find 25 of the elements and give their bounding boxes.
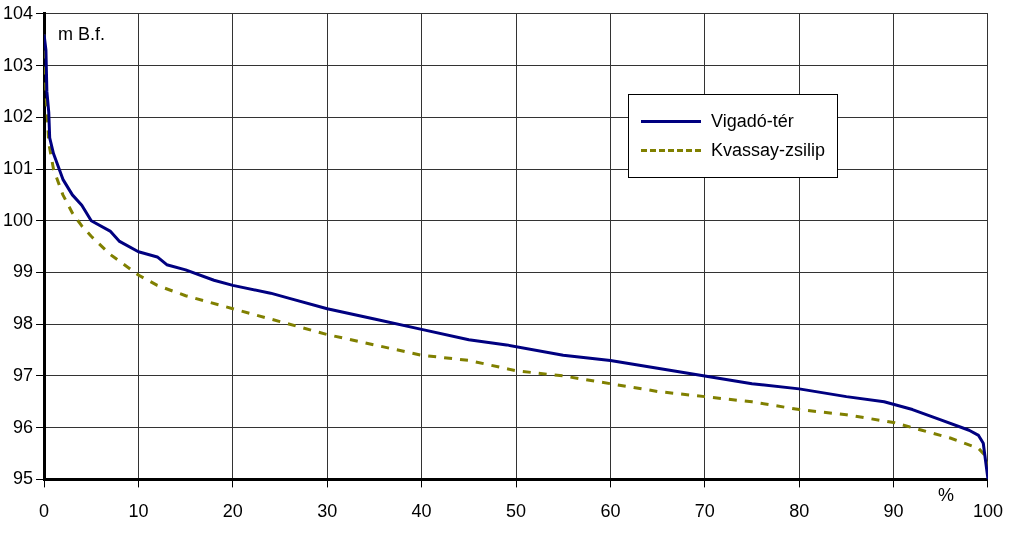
legend-label: Kvassay-zsilip (710, 139, 825, 161)
y-tick-label: 101 (2, 157, 34, 178)
x-tick-label: 40 (411, 501, 432, 522)
y-tick-label: 100 (2, 209, 34, 230)
x-tick-label: 50 (505, 501, 527, 522)
x-tick-label: 60 (600, 501, 621, 522)
x-axis-title: % (937, 485, 954, 507)
y-axis-title: m B.f. (58, 23, 106, 45)
x-tick-label: 30 (317, 501, 338, 522)
y-tick-label: 96 (13, 416, 34, 437)
y-tick-label: 102 (2, 106, 34, 127)
x-tick-label: 20 (222, 501, 243, 522)
y-tick-label: 99 (13, 261, 34, 282)
y-tick-label: 103 (2, 54, 34, 75)
x-tick-label: 70 (694, 501, 715, 522)
x-tick-label: 0 (39, 501, 50, 522)
y-tick-label: 104 (2, 2, 34, 23)
legend-label: Vigadó-tér (710, 110, 794, 132)
y-tick-label: 97 (13, 364, 34, 385)
x-tick-label: 80 (789, 501, 810, 522)
x-tick-label: 90 (883, 501, 904, 522)
y-tick-label: 98 (13, 313, 34, 334)
x-tick-label: 100 (972, 501, 1004, 522)
y-tick-label: 95 (13, 468, 34, 489)
x-tick-label: 10 (128, 501, 149, 522)
